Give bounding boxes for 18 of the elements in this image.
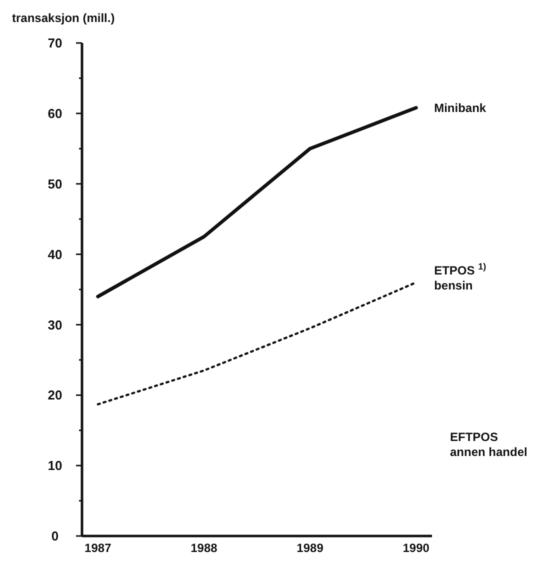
line-series xyxy=(96,106,418,298)
x-tick-label: 1987 xyxy=(84,541,112,555)
x-tick-label: 1990 xyxy=(402,541,430,555)
y-axis-title: transaksjon (mill.) xyxy=(12,11,115,25)
y-tick-label: 10 xyxy=(48,458,62,474)
y-tick-label: 20 xyxy=(48,388,62,403)
x-tick-label: 1989 xyxy=(296,541,324,555)
text: EFTPOS annen handel xyxy=(450,430,528,459)
y-tick-label: 60 xyxy=(48,106,62,121)
line-series xyxy=(96,281,418,406)
y-tick-label: 40 xyxy=(48,246,62,262)
series-label: Minibank xyxy=(434,100,486,115)
y-tick-label: 70 xyxy=(48,36,62,51)
y-tick-label: 30 xyxy=(48,317,62,332)
y-tick-label: 0 xyxy=(51,528,59,544)
x-tick-label: 1988 xyxy=(190,541,218,555)
y-tick-label: 50 xyxy=(48,176,62,192)
series-label: ETPOS $^{1)}$ bensin xyxy=(434,261,486,292)
